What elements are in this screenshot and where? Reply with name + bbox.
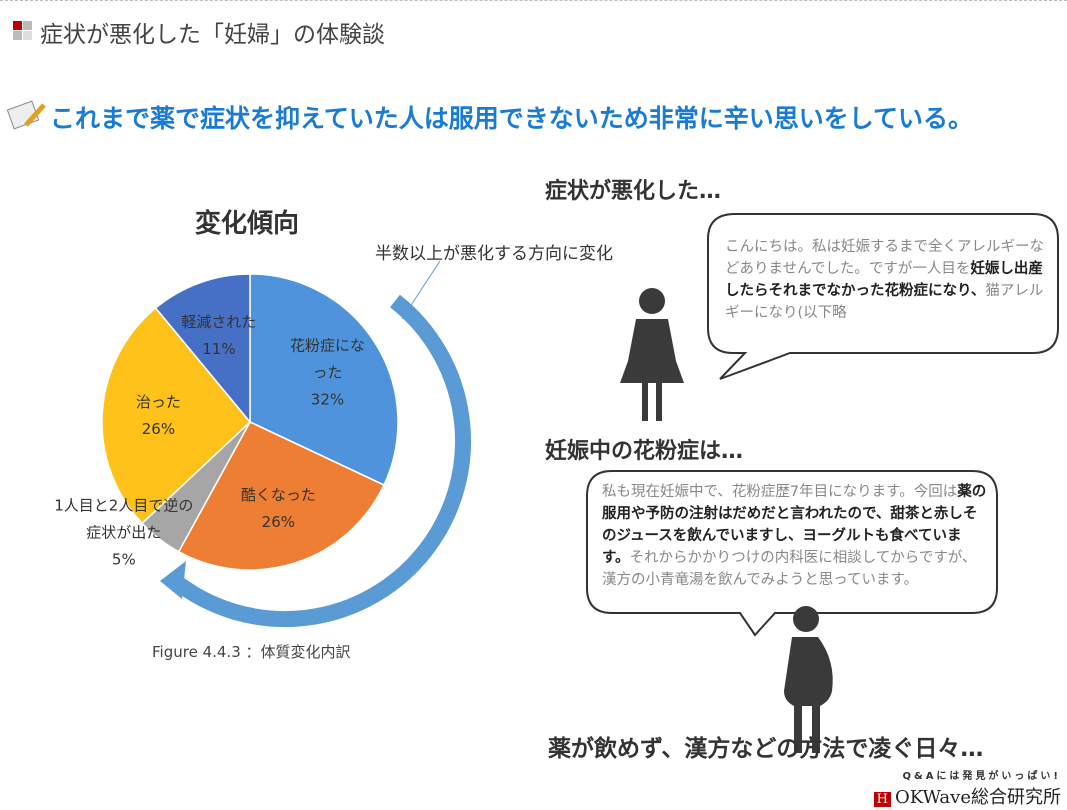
speech-bubble (707, 213, 1059, 380)
pie-slice (154, 273, 251, 425)
slice-category: 花粉症になった (289, 336, 365, 382)
slice-value: 26% (141, 420, 176, 439)
text: それからかかりつけの内科医に相談してからですが、漢方の小青竜湯を飲んでみようと思… (602, 550, 977, 588)
text: こんにちは。私は妊娠するまで全くアレルギーなどありませんでした。ですが一人目を (725, 239, 1044, 277)
trend-arc (170, 294, 472, 628)
bold-text: 妊娠し出産したらそれまでなかった花粉症になり、 (725, 261, 1043, 299)
pregnant-person-icon (784, 606, 833, 753)
logo-name: H OKWave総合研究所 (873, 783, 1061, 809)
speech-bubble (586, 470, 998, 637)
figure-caption: Figure 4.4.3 ：体質変化内訳 (152, 643, 351, 661)
slice-label: 花粉症になった 32% (287, 332, 367, 413)
memo-icon (6, 100, 46, 130)
pie-slice (101, 306, 252, 525)
header-icon (23, 21, 32, 30)
pie-chart (101, 273, 399, 571)
slice-category: 1人目と2人目で逆の症状が出た (54, 496, 194, 542)
slice-label: 治った 26% (118, 389, 198, 443)
header-icon (13, 31, 22, 40)
section-heading: 症状が悪化した… (545, 179, 722, 204)
text: 猫アレルギーになり(以下略 (725, 283, 1044, 321)
person-icon (620, 288, 684, 421)
slice-label: 酷くなった 26% (238, 482, 318, 536)
slice-category: 酷くなった (240, 486, 316, 505)
logo-tagline: Q&Aには発見がいっぱい! (902, 771, 1061, 782)
chart-title: 変化傾向 (195, 209, 300, 239)
slice-category: 治った (135, 393, 181, 412)
pie-slice (249, 273, 399, 487)
logo-text: OKWave総合研究所 (894, 787, 1061, 808)
text: 私も現在妊娠中で、花粉症歴7年目になります。今回は (602, 484, 958, 500)
slice-value: 26% (261, 513, 296, 532)
bubble-text: 私も現在妊娠中で、花粉症歴7年目になります。今回は薬の服用や予防の注射はだめだと… (602, 481, 987, 591)
logo-mark: H (873, 792, 891, 807)
slice-value: 11% (202, 339, 236, 358)
header-icon (23, 31, 32, 40)
headline: これまで薬で症状を抑えていた人は服用できないため非常に辛い思いをしている。 (50, 104, 974, 133)
header-title: 症状が悪化した「妊婦」の体験談 (40, 22, 385, 48)
bubble-text: こんにちは。私は妊娠するまで全くアレルギーなどありませんでした。ですが一人目を妊… (725, 236, 1045, 324)
footer-text: 薬が飲めず、漢方などの方法で凌ぐ日々… (548, 736, 984, 762)
annotation-leader (401, 260, 441, 320)
header-icon (13, 21, 22, 30)
trend-arrowhead (160, 561, 186, 599)
section-heading: 妊娠中の花粉症は… (545, 439, 744, 464)
slice-label: 1人目と2人目で逆の症状が出た 5% (54, 493, 194, 574)
slice-value: 5% (111, 550, 136, 569)
annotation: 半数以上が悪化する方向に変化 (375, 244, 613, 264)
slice-category: 軽減された (181, 312, 257, 331)
bold-text: 薬の服用や予防の注射はだめだと言われたので、甜茶と赤しそのジュースを飲んでいます… (602, 484, 987, 566)
slice-label: 軽減された 11% (179, 309, 259, 363)
slice-value: 32% (310, 390, 345, 409)
